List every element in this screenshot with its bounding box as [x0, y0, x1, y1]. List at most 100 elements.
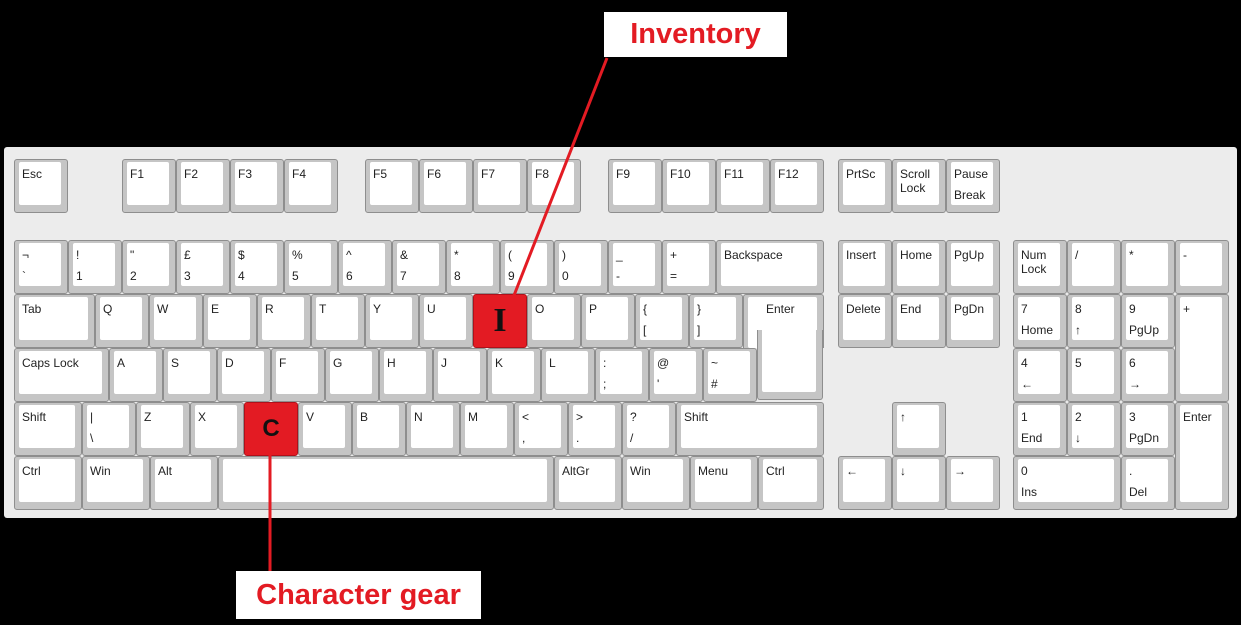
key-face [181, 243, 223, 286]
key-label: F9 [616, 167, 631, 181]
key-label: Backspace [724, 248, 783, 262]
key-face [843, 162, 885, 205]
key-face [897, 243, 939, 286]
key-backtick: ¬ ` [14, 240, 68, 294]
key-label: U [427, 302, 436, 316]
key-label: 3 [1129, 410, 1136, 424]
key-label: 2 [1075, 410, 1082, 424]
key-label: PrtSc [846, 167, 876, 181]
key-face [573, 405, 615, 448]
key-k: K [487, 348, 541, 402]
key-f1: F1 [122, 159, 176, 213]
key-insert: Insert [838, 240, 892, 294]
key-label: ↓ [900, 464, 906, 478]
key-face [155, 459, 211, 502]
key-label: ↑ [1075, 323, 1081, 337]
key-face [897, 297, 939, 340]
key-label: Caps Lock [22, 356, 79, 370]
key-end: End [892, 294, 946, 348]
key-label: F10 [670, 167, 691, 181]
key-esc: Esc [14, 159, 68, 213]
key-label: 7 [1021, 302, 1028, 316]
key-label: 0 [562, 269, 569, 283]
key-tab: Tab [14, 294, 95, 348]
key-label: 1 [76, 269, 83, 283]
key-face [411, 405, 453, 448]
key-face [1126, 459, 1168, 502]
key-face [19, 297, 88, 340]
key-label: ) [562, 248, 566, 262]
key-label: 5 [292, 269, 299, 283]
key-face [667, 162, 709, 205]
key-face [357, 405, 399, 448]
key-f10: F10 [662, 159, 716, 213]
key-num-multiply: * [1121, 240, 1175, 294]
key-label: < [522, 410, 530, 424]
key-label: X [198, 410, 207, 424]
key-face [222, 351, 264, 394]
key-label: Del [1129, 485, 1148, 499]
key-label: F3 [238, 167, 253, 181]
key-label: * [1129, 248, 1134, 262]
key-face [141, 405, 183, 448]
key-face [1126, 243, 1168, 286]
key-face [100, 297, 142, 340]
key-label: Pause [954, 167, 989, 181]
key-label: Esc [22, 167, 43, 181]
key-face [370, 162, 412, 205]
key-face [249, 405, 291, 448]
key-label: 3 [184, 269, 191, 283]
key-face [1180, 297, 1222, 394]
key-t: T [311, 294, 365, 348]
key-num-minus: - [1175, 240, 1229, 294]
inventory-callout: Inventory [604, 12, 787, 57]
key-label: 9 [508, 269, 515, 283]
key-label: @ [657, 356, 670, 370]
key-f4: F4 [284, 159, 338, 213]
key-num9: 9 PgUp [1121, 294, 1175, 348]
key-label: Enter [766, 302, 795, 316]
key-label: Scroll [900, 167, 931, 181]
key-label: . [576, 431, 580, 445]
key-face [19, 243, 61, 286]
key-face [235, 162, 277, 205]
key-menu: Menu [690, 456, 758, 510]
key-label: } [697, 302, 702, 316]
key-face [1018, 459, 1114, 502]
key-rbracket: }] [689, 294, 743, 348]
key-label: = [670, 269, 678, 283]
key-v: V [298, 402, 352, 456]
key-label: Y [373, 302, 382, 316]
key-label: Ctrl [22, 464, 41, 478]
key-label: £ [184, 248, 191, 262]
key-label: D [225, 356, 234, 370]
key-num-enter: Enter [1175, 402, 1229, 510]
key-face [843, 243, 885, 286]
key-label: ' [657, 377, 660, 391]
key-face [87, 405, 129, 448]
key-c: C [244, 402, 298, 456]
key-lshift: Shift [14, 402, 82, 456]
key-face [289, 243, 331, 286]
inventory-leader-line [511, 57, 609, 299]
key-s: S [163, 348, 217, 402]
key-period: >. [568, 402, 622, 456]
key-label: | [90, 410, 94, 424]
key-enter-lower [757, 330, 823, 400]
key-label: Menu [698, 464, 729, 478]
key-face [897, 162, 939, 205]
key-face [681, 405, 817, 448]
key-label: E [211, 302, 220, 316]
key-w: W [149, 294, 203, 348]
key-face [478, 297, 520, 340]
key-face [546, 351, 588, 394]
key-prtsc: PrtSc [838, 159, 892, 213]
key-label: % [292, 248, 303, 262]
key-face [289, 162, 331, 205]
key-label: 8 [1075, 302, 1082, 316]
key-label: 2 [130, 269, 137, 283]
key-face [559, 243, 601, 286]
key-quote: @ ' [649, 348, 703, 402]
key-pgup: PgUp [946, 240, 1000, 294]
key-d: D [217, 348, 271, 402]
